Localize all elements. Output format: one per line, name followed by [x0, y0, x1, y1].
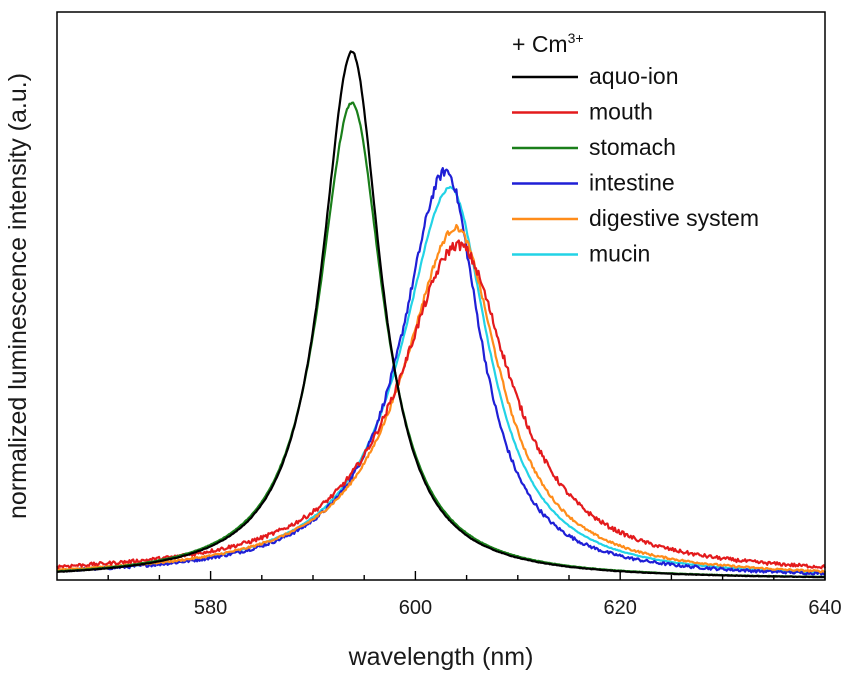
x-tick-label: 640 [808, 597, 841, 619]
x-axis-title: wavelength (nm) [348, 643, 534, 671]
legend-items: aquo-ion mouth stomach intestine digestive s… [512, 63, 759, 267]
x-axis-ticks: 580 600 620 640 [107, 571, 842, 619]
x-tick-label: 600 [399, 597, 432, 619]
legend-title: + Cm3+ [512, 30, 584, 57]
series-line-intestine [57, 167, 826, 576]
y-axis-title: normalized luminescence intensity (a.u.) [4, 73, 32, 519]
plot-lines [56, 50, 827, 579]
legend-label-digestive-system: digestive system [589, 205, 759, 231]
series-line-aquo-ion [56, 50, 826, 579]
legend-title-superscript: 3+ [568, 30, 584, 46]
x-tick-label: 580 [194, 597, 227, 619]
series-line-digestive-system [56, 223, 826, 574]
legend: + Cm3+ aquo-ion mouth stomach intestine dige… [512, 30, 759, 267]
series-line-mouth [56, 239, 827, 570]
legend-label-mucin: mucin [589, 241, 650, 267]
legend-title-prefix: + Cm [512, 31, 568, 57]
legend-label-aquo-ion: aquo-ion [589, 63, 679, 89]
legend-label-intestine: intestine [589, 170, 675, 196]
plot-frame [56, 11, 826, 581]
x-tick-label: 620 [604, 597, 637, 619]
legend-label-stomach: stomach [589, 134, 676, 160]
legend-label-mouth: mouth [589, 99, 653, 125]
